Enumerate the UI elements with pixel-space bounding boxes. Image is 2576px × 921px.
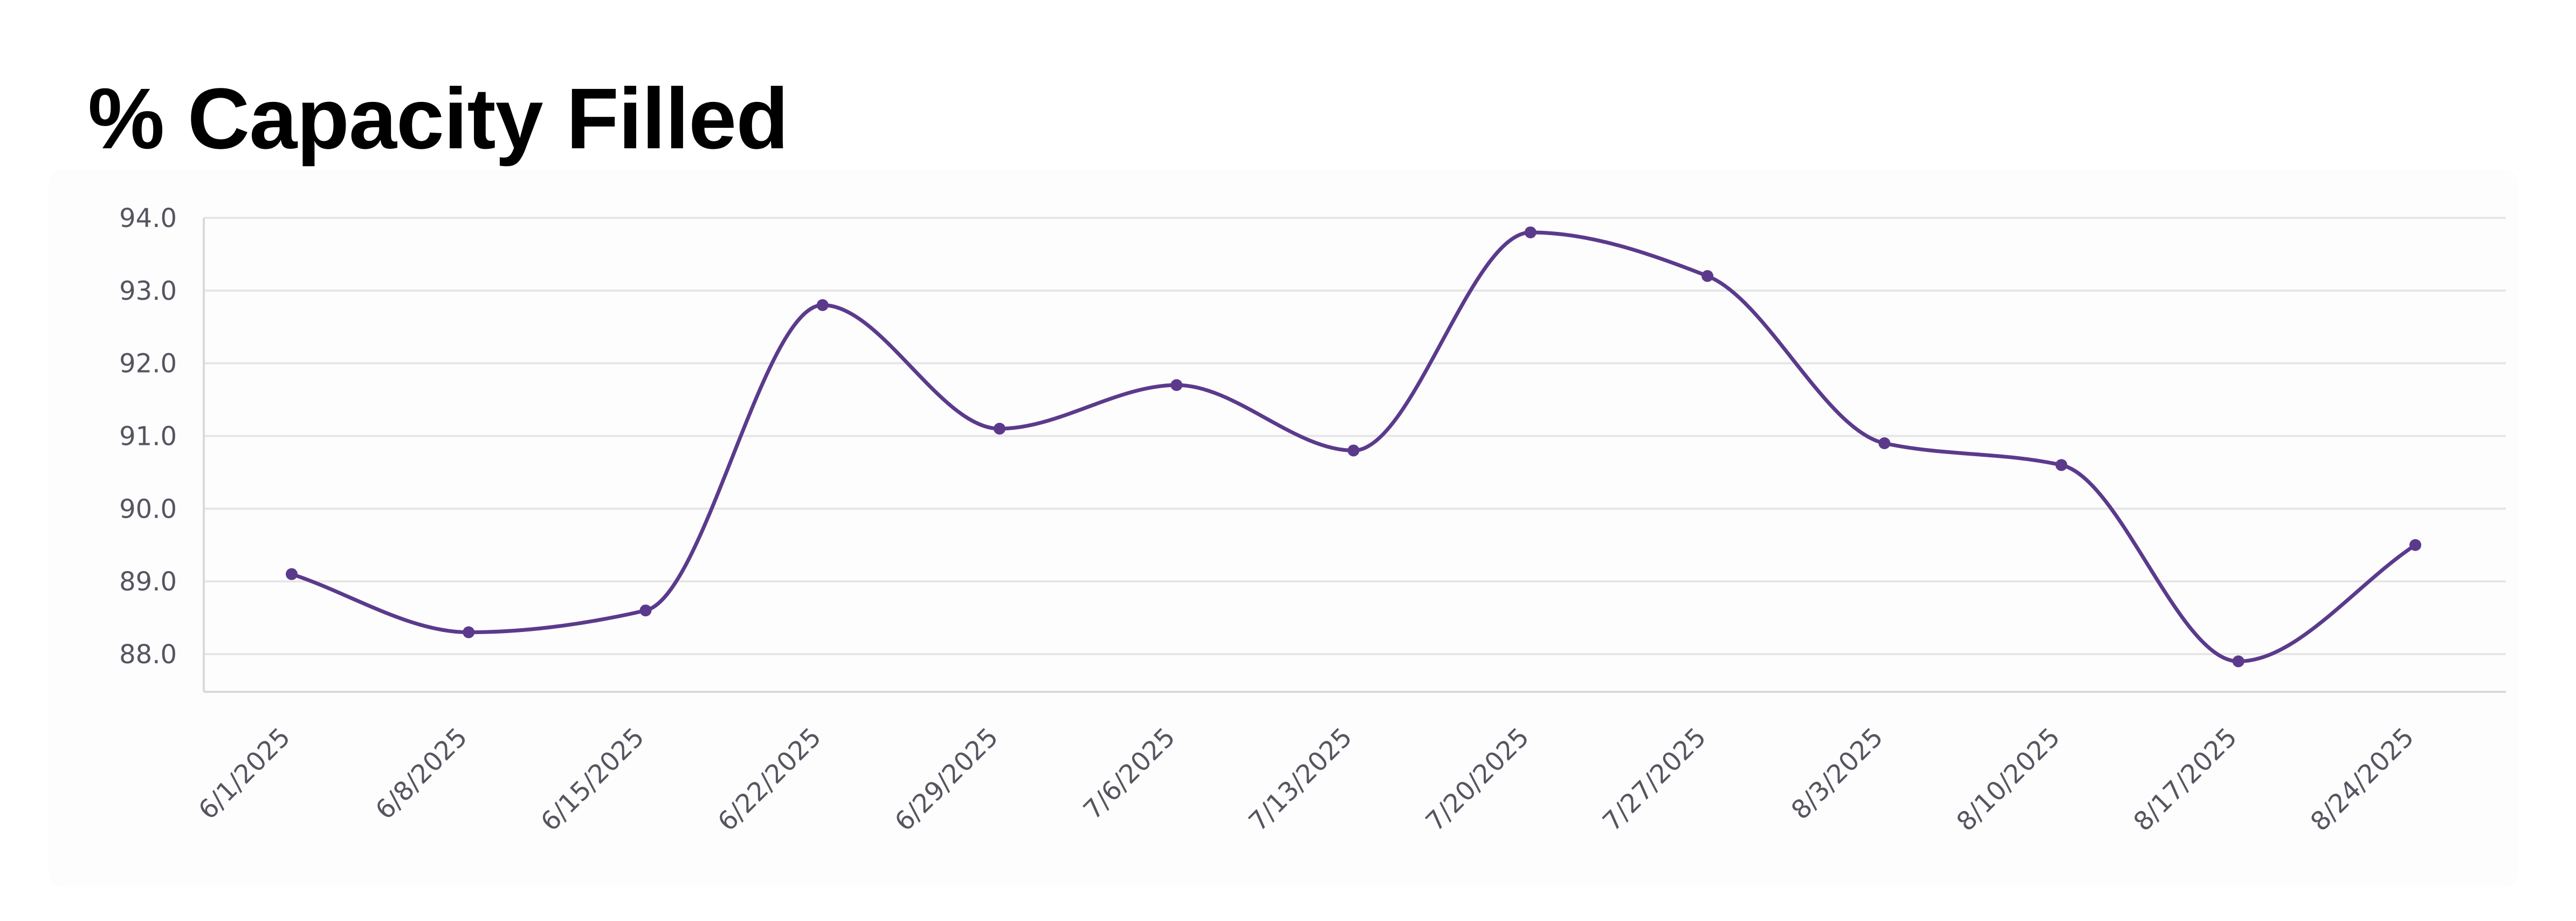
data-point <box>1347 444 1360 457</box>
x-tick-label: 6/29/2025 <box>889 722 1004 837</box>
axes <box>203 218 2506 693</box>
data-point <box>1170 379 1183 391</box>
data-point <box>286 568 298 580</box>
x-tick-label: 6/22/2025 <box>712 722 828 837</box>
x-axis-ticks: 6/1/2025 6/8/2025 6/15/2025 6/22/2025 6/29/2… <box>192 722 2420 837</box>
data-point <box>816 299 829 311</box>
data-point <box>2055 459 2068 471</box>
data-point <box>1878 437 1891 449</box>
data-point <box>2409 539 2421 551</box>
grid-lines <box>204 217 2506 655</box>
y-tick-label: 91.0 <box>119 422 177 452</box>
x-tick-label: 6/15/2025 <box>535 722 650 837</box>
data-points <box>286 226 2421 668</box>
chart-panel <box>49 170 2518 887</box>
x-tick-label: 8/3/2025 <box>1786 722 1889 826</box>
x-tick-label: 7/13/2025 <box>1243 722 1358 837</box>
x-tick-label: 6/8/2025 <box>370 722 473 826</box>
data-point <box>463 626 475 638</box>
data-point <box>994 423 1005 435</box>
data-point <box>1524 226 1537 238</box>
x-tick-label: 8/24/2025 <box>2305 722 2420 837</box>
chart-title: % Capacity Filled <box>88 70 789 167</box>
x-tick-label: 7/27/2025 <box>1597 722 1712 837</box>
x-tick-label: 8/10/2025 <box>1951 722 2066 837</box>
y-tick-label: 92.0 <box>119 349 177 379</box>
x-tick-label: 6/1/2025 <box>192 722 296 826</box>
y-tick-label: 93.0 <box>119 276 177 306</box>
y-tick-label: 94.0 <box>119 203 177 233</box>
data-point <box>2232 655 2244 668</box>
y-tick-label: 88.0 <box>119 640 177 670</box>
y-tick-label: 89.0 <box>119 567 177 597</box>
x-tick-label: 8/17/2025 <box>2128 722 2243 837</box>
y-tick-label: 90.0 <box>119 494 177 524</box>
data-point <box>639 604 652 617</box>
series-line <box>290 230 2417 663</box>
x-tick-label: 7/20/2025 <box>1420 722 1535 837</box>
y-axis-ticks: 88.0 89.0 90.0 91.0 92.0 93.0 94.0 <box>119 203 177 670</box>
x-tick-label: 7/6/2025 <box>1078 722 1181 826</box>
series-layer <box>290 230 2417 663</box>
data-point <box>1702 270 1713 282</box>
